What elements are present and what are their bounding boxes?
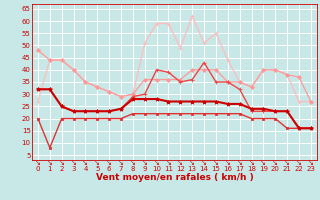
X-axis label: Vent moyen/en rafales ( km/h ): Vent moyen/en rafales ( km/h )	[96, 173, 253, 182]
